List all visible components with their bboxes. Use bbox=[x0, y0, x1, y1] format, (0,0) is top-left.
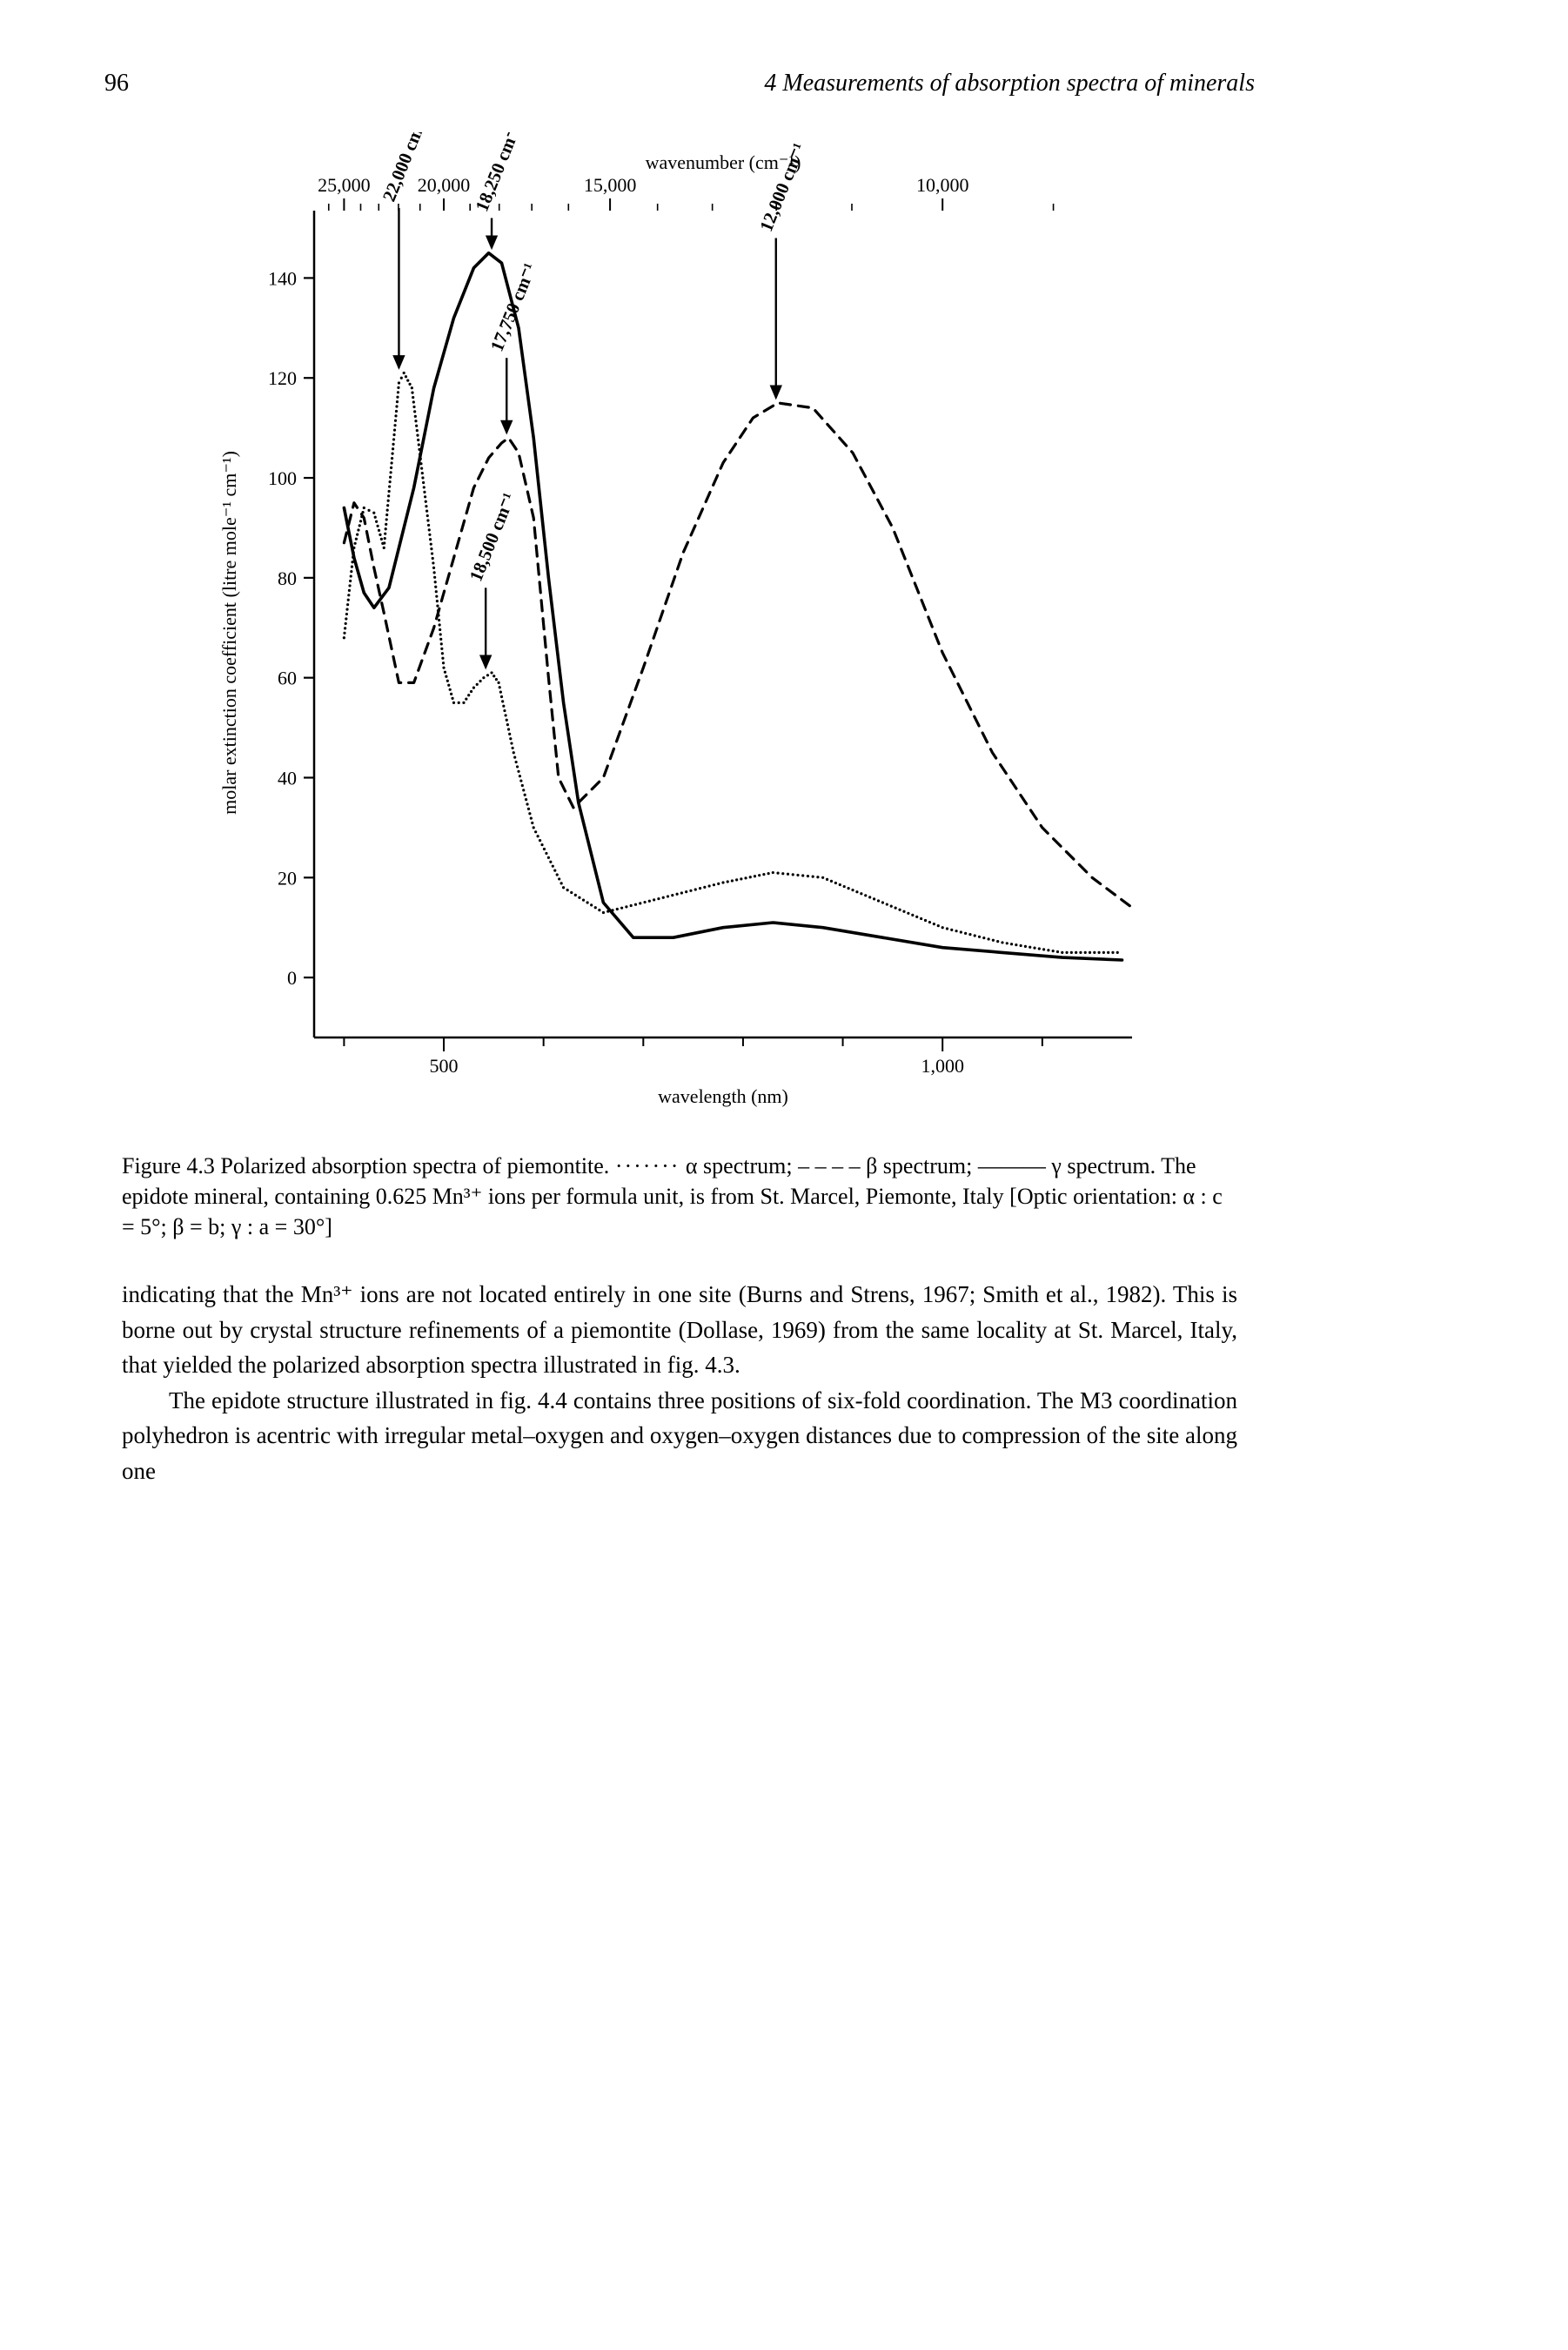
chart-svg: 0 20 40 60 80 100 120 140 molar extinction coeff… bbox=[201, 132, 1158, 1133]
caption-prefix: Figure 4.3 Polarized absorption spectra … bbox=[122, 1153, 615, 1178]
chapter-title: 4 Measurements of absorption spectra of … bbox=[764, 70, 1255, 97]
legend-beta-text: β spectrum; bbox=[866, 1153, 978, 1178]
svg-text:140: 140 bbox=[268, 267, 297, 289]
body-text: indicating that the Mn³⁺ ions are not lo… bbox=[122, 1277, 1237, 1488]
svg-text:60: 60 bbox=[278, 668, 297, 689]
svg-text:18,250 cm⁻¹: 18,250 cm⁻¹ bbox=[471, 132, 525, 214]
legend-gamma-text: γ spectrum. bbox=[1051, 1153, 1161, 1178]
svg-text:1,000: 1,000 bbox=[921, 1055, 964, 1077]
svg-text:120: 120 bbox=[268, 367, 297, 389]
figure-caption: Figure 4.3 Polarized absorption spectra … bbox=[122, 1151, 1237, 1242]
page-number: 96 bbox=[104, 70, 129, 97]
legend-alpha-text: α spectrum; bbox=[686, 1153, 798, 1178]
legend-gamma-swatch: ——— bbox=[978, 1153, 1046, 1178]
svg-text:20: 20 bbox=[278, 867, 297, 889]
absorption-spectra-chart: 0 20 40 60 80 100 120 140 molar extinction coeff… bbox=[201, 132, 1158, 1133]
svg-text:100: 100 bbox=[268, 467, 297, 489]
body-paragraph-2: The epidote structure illustrated in fig… bbox=[122, 1383, 1237, 1489]
svg-text:15,000: 15,000 bbox=[584, 174, 637, 196]
svg-text:18,500 cm⁻¹: 18,500 cm⁻¹ bbox=[466, 490, 519, 584]
svg-text:40: 40 bbox=[278, 767, 297, 789]
svg-text:17,750 cm⁻¹: 17,750 cm⁻¹ bbox=[486, 260, 540, 354]
svg-text:20,000: 20,000 bbox=[418, 174, 471, 196]
svg-text:molar extinction coefficient (: molar extinction coefficient (litre mole… bbox=[218, 451, 240, 815]
page-header: 96 4 Measurements of absorption spectra … bbox=[104, 70, 1255, 97]
svg-text:25,000: 25,000 bbox=[318, 174, 371, 196]
svg-text:10,000: 10,000 bbox=[916, 174, 969, 196]
legend-beta-swatch: – – – – bbox=[798, 1153, 861, 1178]
legend-alpha-swatch: ······· bbox=[615, 1153, 680, 1178]
svg-text:80: 80 bbox=[278, 567, 297, 589]
svg-text:0: 0 bbox=[287, 967, 297, 989]
svg-text:wavelength (nm): wavelength (nm) bbox=[658, 1085, 788, 1107]
body-paragraph-1: indicating that the Mn³⁺ ions are not lo… bbox=[122, 1277, 1237, 1383]
svg-text:500: 500 bbox=[430, 1055, 459, 1077]
